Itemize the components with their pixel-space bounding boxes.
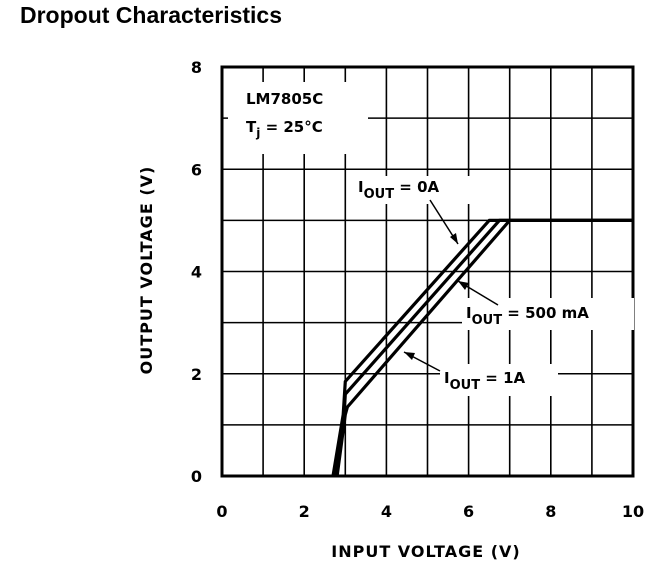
device-label: LM7805C bbox=[246, 90, 323, 108]
y-axis-label: OUTPUT VOLTAGE (V) bbox=[137, 166, 156, 375]
y-tick-label: 2 bbox=[191, 365, 202, 384]
x-tick-label: 0 bbox=[216, 502, 227, 521]
x-tick-label: 4 bbox=[381, 502, 392, 521]
series-label-1a: IOUT = 1A bbox=[403, 351, 558, 396]
series-line-0 bbox=[331, 218, 633, 477]
x-tick-label: 10 bbox=[622, 502, 644, 521]
x-axis-label: INPUT VOLTAGE (V) bbox=[331, 542, 521, 561]
y-tick-label: 8 bbox=[191, 58, 202, 77]
series-line-1 bbox=[333, 218, 633, 477]
series-label-0a: IOUT = 0A bbox=[355, 176, 485, 245]
x-tick-label: 8 bbox=[545, 502, 556, 521]
chart-title: Dropout Characteristics bbox=[20, 2, 283, 28]
x-tick-label: 2 bbox=[299, 502, 310, 521]
svg-text:IOUT = 500 mA: IOUT = 500 mA bbox=[466, 304, 589, 328]
series-group bbox=[331, 218, 633, 477]
series-label-500ma: IOUT = 500 mA bbox=[457, 280, 634, 330]
y-tick-label: 0 bbox=[191, 467, 202, 486]
annotation-box bbox=[228, 82, 368, 154]
plot-frame bbox=[220, 65, 635, 478]
tick-labels: 0 2 4 6 8 10 0 2 4 6 8 bbox=[191, 58, 644, 521]
series-line-2 bbox=[335, 218, 633, 477]
temperature-label: Tj = 25°C bbox=[246, 118, 323, 140]
svg-text:IOUT = 1A: IOUT = 1A bbox=[444, 369, 526, 393]
x-tick-label: 6 bbox=[463, 502, 474, 521]
y-tick-label: 4 bbox=[191, 263, 202, 282]
y-tick-label: 6 bbox=[191, 160, 202, 179]
svg-text:IOUT = 0A: IOUT = 0A bbox=[358, 178, 440, 202]
